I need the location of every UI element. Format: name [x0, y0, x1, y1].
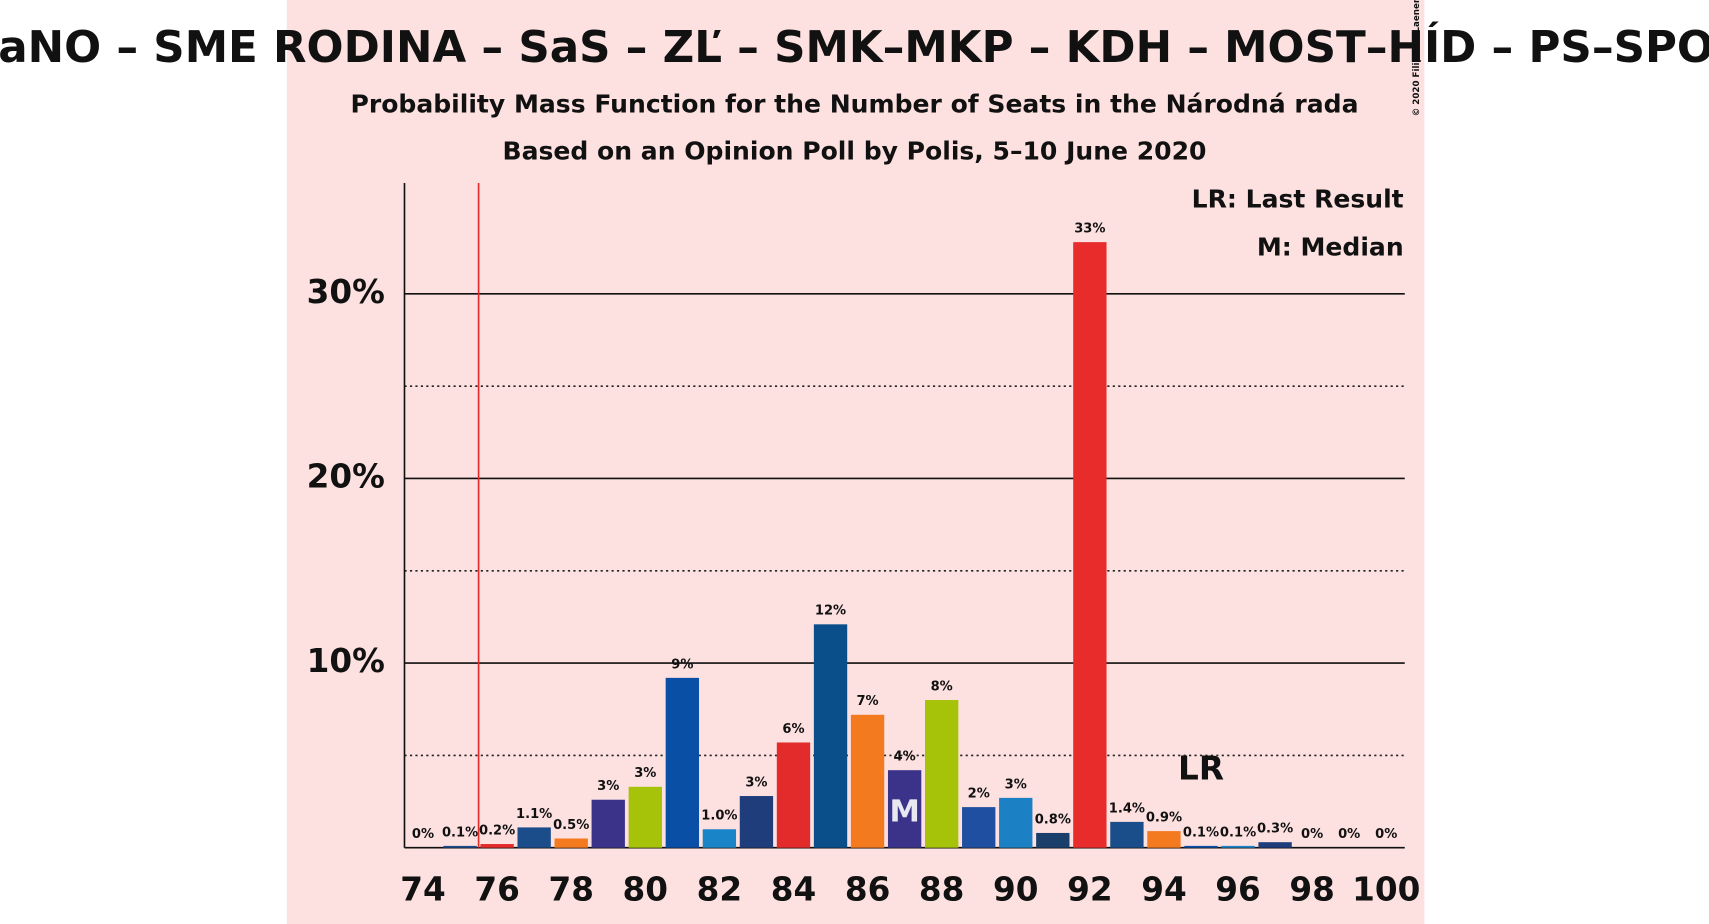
value-label: 0% [1375, 827, 1397, 842]
x-tick-label: 82 [697, 870, 742, 908]
value-label: 0.1% [1183, 825, 1219, 840]
bar [443, 845, 477, 848]
bar [962, 807, 996, 848]
bar [1258, 842, 1292, 848]
x-tick-label: 90 [993, 870, 1038, 908]
bar [850, 714, 885, 848]
bar [1110, 821, 1144, 848]
last-result-marker: LR [1178, 749, 1224, 787]
bar [1036, 832, 1070, 848]
value-label: 8% [931, 679, 953, 694]
value-label: 12% [815, 604, 846, 619]
y-tick-label: 30% [307, 273, 385, 311]
bar [887, 770, 922, 848]
bar [1073, 242, 1107, 848]
chart-title: OĽaNO – SME RODINA – SaS – ZĽ – SMK–MKP … [0, 20, 1709, 73]
value-label: 0% [1301, 827, 1323, 842]
copyright: © 2020 Filip van Laenen [1412, 0, 1422, 116]
value-label: 1.4% [1109, 801, 1145, 816]
legend-entry: M: Median [1257, 232, 1404, 261]
value-label: 1.0% [701, 809, 737, 824]
value-label: 4% [894, 750, 916, 765]
median-marker: M [889, 794, 919, 829]
bar [591, 799, 625, 848]
x-tick-label: 84 [771, 870, 816, 908]
bar [665, 677, 700, 848]
value-label: 7% [856, 694, 878, 709]
chart-subtitle: Based on an Opinion Poll by Polis, 5–10 … [503, 137, 1207, 166]
value-label: 6% [782, 722, 804, 737]
x-tick-label: 78 [548, 870, 593, 908]
x-tick-label: 94 [1141, 870, 1186, 908]
bar [776, 742, 811, 848]
bar [1184, 845, 1218, 848]
bar [480, 844, 514, 848]
bar [999, 797, 1033, 848]
value-label: 0.9% [1146, 811, 1182, 826]
y-tick-label: 10% [307, 642, 385, 680]
value-label: 9% [671, 657, 693, 672]
bar [628, 786, 662, 848]
value-label: 3% [1005, 777, 1027, 792]
x-tick-label: 100 [1352, 870, 1420, 908]
bar [813, 624, 848, 848]
bar [924, 700, 959, 848]
value-label: 3% [634, 766, 656, 781]
x-tick-label: 92 [1067, 870, 1112, 908]
bar [739, 796, 774, 848]
value-label: 0.1% [1220, 825, 1256, 840]
bar [554, 838, 588, 848]
chart-subtitle: Probability Mass Function for the Number… [351, 90, 1359, 119]
value-label: 0.5% [553, 818, 589, 833]
value-label: 3% [597, 779, 619, 794]
x-tick-label: 76 [474, 870, 519, 908]
value-label: 0.1% [442, 825, 478, 840]
value-label: 33% [1074, 222, 1105, 237]
value-label: 0.8% [1035, 812, 1071, 827]
x-tick-label: 86 [845, 870, 890, 908]
x-tick-label: 98 [1289, 870, 1334, 908]
bar [1221, 845, 1255, 848]
x-tick-label: 74 [400, 870, 445, 908]
x-tick-label: 96 [1215, 870, 1260, 908]
value-label: 0.3% [1257, 822, 1293, 837]
value-label: 0.2% [479, 823, 515, 838]
bar [702, 829, 737, 848]
bar [1147, 831, 1181, 848]
x-tick-label: 80 [623, 870, 668, 908]
value-label: 2% [968, 787, 990, 802]
legend-entry: LR: Last Result [1192, 184, 1404, 213]
bar [517, 827, 551, 848]
x-tick-label: 88 [919, 870, 964, 908]
y-tick-label: 20% [307, 457, 385, 495]
value-label: 0% [1338, 827, 1360, 842]
value-label: 3% [745, 775, 767, 790]
value-label: 1.1% [516, 807, 552, 822]
value-label: 0% [412, 827, 434, 842]
